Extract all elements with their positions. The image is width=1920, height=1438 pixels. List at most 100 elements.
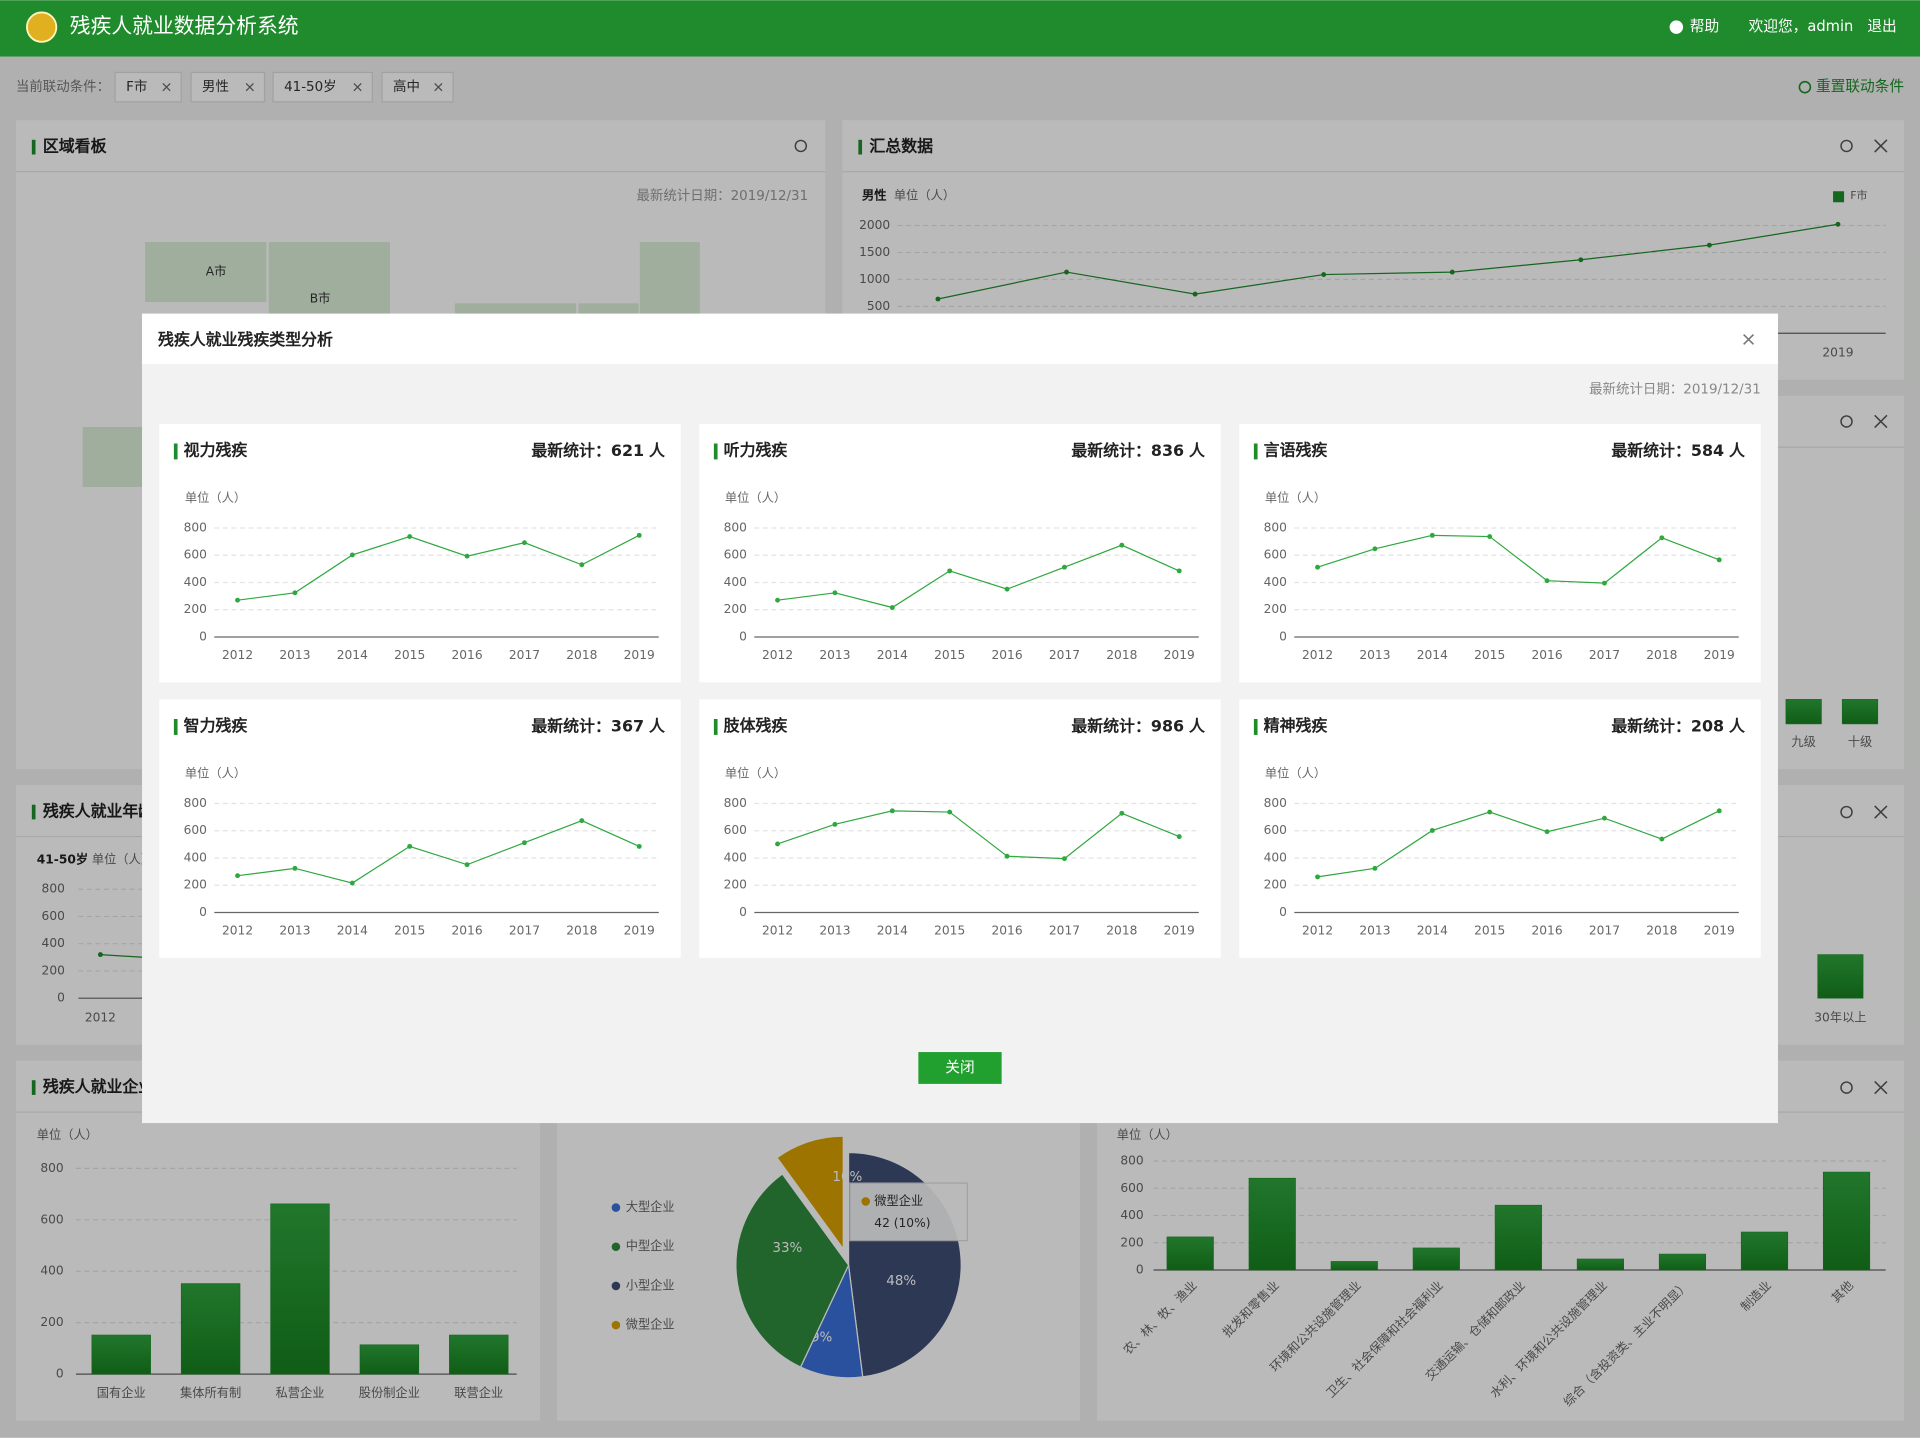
y-tick-label: 600 <box>724 548 747 562</box>
line-point <box>832 590 838 596</box>
legend-label[interactable]: 中型企业 <box>626 1238 675 1253</box>
y-tick-label: 500 <box>867 299 890 313</box>
y-tick-label: 400 <box>1120 1208 1143 1222</box>
bar[interactable] <box>1817 954 1864 999</box>
line-series <box>777 544 1180 609</box>
bar[interactable] <box>1785 699 1822 725</box>
y-tick-label: 400 <box>184 850 207 864</box>
region-date: 最新统计日期：2019/12/31 <box>636 188 808 204</box>
filter-tag-remove[interactable] <box>434 83 443 92</box>
bar[interactable] <box>359 1344 420 1375</box>
line-point <box>464 553 470 559</box>
card-title: 听力残疾 <box>724 440 788 459</box>
x-tick-label: 2019 <box>624 923 655 937</box>
expand-icon[interactable] <box>1874 805 1888 819</box>
expand-icon[interactable] <box>1874 414 1888 429</box>
x-tick-label: 2017 <box>509 648 540 662</box>
reset-link[interactable]: 重置联动条件 <box>1816 78 1904 95</box>
card-title: 肢体残疾 <box>724 716 788 735</box>
close-button[interactable] <box>918 1052 1002 1084</box>
region-label: A市 <box>206 264 227 279</box>
x-tick-label: 2013 <box>819 923 850 937</box>
y-tick-label: 600 <box>1264 548 1287 562</box>
x-tick-label: 2014 <box>1417 923 1448 937</box>
region-block[interactable] <box>143 240 268 304</box>
card-title: 智力残疾 <box>184 716 248 735</box>
line-point <box>464 862 470 868</box>
unit-label: 单位（人） <box>894 188 955 203</box>
y-tick-label: 800 <box>724 796 747 810</box>
modal-header <box>142 313 1778 364</box>
region-block[interactable] <box>638 240 702 318</box>
y-tick-label: 600 <box>1264 823 1287 837</box>
line-point <box>1578 257 1584 263</box>
latest-stat-part: 最新统计： <box>1071 440 1151 459</box>
line-point <box>1315 874 1320 880</box>
line-point <box>522 540 527 546</box>
filter-tag[interactable] <box>272 71 373 103</box>
filter-label: 当前联动条件： <box>16 78 110 95</box>
line-point <box>1119 542 1125 548</box>
y-tick-label: 800 <box>1264 520 1287 534</box>
latest-stat: 最新统计：367 人 <box>531 716 665 735</box>
bar[interactable] <box>91 1334 151 1375</box>
bar[interactable] <box>1330 1261 1378 1271</box>
bar[interactable] <box>1841 699 1879 725</box>
refresh-icon[interactable] <box>1840 805 1853 819</box>
x-tick-label: 2012 <box>1302 923 1333 937</box>
card-title: 言语残疾 <box>1264 440 1328 459</box>
filter-tag[interactable] <box>381 71 454 103</box>
filter-tag-remove[interactable] <box>353 83 362 92</box>
filter-tag[interactable] <box>114 71 182 103</box>
pie-slice[interactable] <box>735 1173 850 1368</box>
bar[interactable] <box>449 1334 509 1375</box>
x-tick-label: 2017 <box>1049 923 1080 937</box>
x-tick-label: 2019 <box>1822 345 1853 359</box>
logout-link[interactable]: 退出 <box>1867 18 1896 35</box>
x-tick-label: 2019 <box>1164 923 1195 937</box>
filter-tag-remove[interactable] <box>162 83 171 92</box>
y-tick-label: 200 <box>724 878 747 892</box>
region-block[interactable] <box>81 425 144 489</box>
expand-icon[interactable] <box>1874 1080 1888 1095</box>
logo <box>26 11 58 43</box>
bar[interactable] <box>1494 1204 1542 1271</box>
refresh-icon[interactable] <box>1840 415 1853 428</box>
filter-tag[interactable] <box>190 71 266 103</box>
refresh-icon[interactable] <box>1840 1081 1853 1094</box>
bar[interactable] <box>1248 1177 1296 1271</box>
bar[interactable] <box>1166 1236 1214 1271</box>
x-tick-label: 2019 <box>1704 648 1735 662</box>
bar[interactable] <box>1576 1258 1624 1271</box>
legend-label[interactable]: 小型企业 <box>626 1277 675 1292</box>
modal-close-icon[interactable] <box>1743 333 1755 345</box>
app-title: 残疾人就业数据分析系统 <box>70 14 299 38</box>
refresh-icon[interactable] <box>1840 139 1853 153</box>
line-point <box>1659 836 1665 842</box>
close-button-label[interactable]: 关闭 <box>945 1059 974 1076</box>
latest-stat-part: 986 <box>1151 716 1184 735</box>
panel-title-marker <box>858 139 863 155</box>
pie-slice[interactable] <box>776 1135 844 1251</box>
bar[interactable] <box>1822 1171 1871 1271</box>
y-tick-label: 200 <box>1264 878 1287 892</box>
legend-label[interactable]: 微型企业 <box>626 1317 675 1332</box>
refresh-icon[interactable] <box>794 139 808 153</box>
latest-stat-part: 最新统计： <box>1611 440 1691 459</box>
unit-label: 单位（人） <box>1265 490 1326 505</box>
unit-label: 单位（人） <box>92 851 153 866</box>
bar[interactable] <box>270 1203 330 1375</box>
latest-stat: 最新统计：208 人 <box>1611 716 1745 735</box>
bar[interactable] <box>1658 1253 1707 1271</box>
expand-icon[interactable] <box>1874 139 1888 153</box>
bar[interactable] <box>180 1283 241 1375</box>
filter-tag-label: 41-50岁 <box>284 79 337 95</box>
legend-label[interactable]: 大型企业 <box>626 1199 675 1214</box>
legend-dot <box>611 1242 621 1252</box>
filter-tag-remove[interactable] <box>245 83 254 92</box>
latest-stat-part: 584 <box>1691 440 1724 459</box>
bar[interactable] <box>1412 1247 1460 1271</box>
bar[interactable] <box>1740 1231 1789 1271</box>
x-tick-label: 2017 <box>509 923 540 937</box>
help-link[interactable]: 帮助 <box>1690 18 1719 35</box>
